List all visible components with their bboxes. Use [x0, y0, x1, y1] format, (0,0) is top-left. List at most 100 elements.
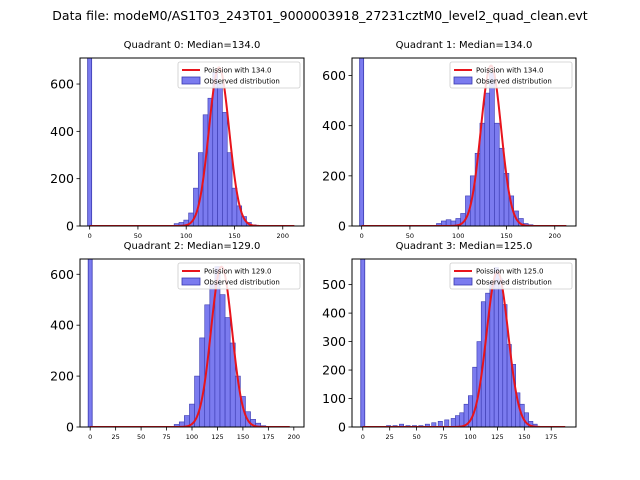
axes-frame [351, 57, 577, 227]
panel-title: Quadrant 3: Median=125.0 [396, 241, 533, 252]
legend: Poission with 134.0 Observed distribution [449, 61, 573, 89]
x-tick-label: 0 [361, 433, 365, 441]
histogram-bar [217, 83, 223, 226]
histogram-bar [455, 415, 460, 427]
x-tick-label: 50 [137, 433, 145, 441]
x-tick-label: 150 [228, 232, 240, 240]
histogram-bar [431, 422, 437, 427]
plot-area [360, 259, 566, 427]
histogram-bar [459, 412, 465, 427]
y-tick-label: 100 [322, 391, 346, 406]
legend: Poission with 129.0 Observed distribution [177, 262, 301, 290]
y-tick-label: 0 [66, 219, 74, 234]
y-tick-label: 400 [50, 318, 74, 333]
histogram-bar [222, 112, 228, 226]
plot-area [87, 58, 295, 226]
y-tick-label: 200 [322, 168, 346, 183]
x-tick-label: 125 [211, 433, 223, 441]
y-tick-label: 0 [66, 420, 74, 435]
y-tick-label: 600 [322, 68, 346, 83]
axes-frame [79, 57, 305, 227]
x-tick-label: 175 [262, 433, 274, 441]
y-tick-label: 500 [322, 277, 346, 292]
poisson-curve [90, 265, 290, 427]
y-tick-label: 600 [50, 267, 74, 282]
histogram-bar [472, 366, 478, 427]
histogram-bar [493, 267, 499, 427]
x-tick-label: 25 [111, 433, 119, 441]
histogram-bar [255, 422, 262, 427]
histogram-bar [444, 419, 450, 427]
panel-quadrant-2: Quadrant 2: Median=129.0 0 200 400 600 0 25 50 7… [50, 241, 305, 441]
legend-label-observed: Observed distribution [204, 279, 280, 287]
legend-box [177, 61, 301, 89]
legend-box [177, 262, 301, 290]
x-tick-label: 125 [491, 433, 503, 441]
x-tick-label: 50 [406, 232, 414, 240]
histogram-bar [219, 294, 226, 427]
histogram-bar-zero [360, 259, 366, 427]
y-tick-label: 400 [322, 306, 346, 321]
legend: Poission with 134.0 Observed distribution [177, 61, 301, 89]
x-tick-label: 0 [360, 232, 364, 240]
legend-label-poisson: Poission with 129.0 [204, 268, 272, 276]
x-tick-label: 50 [412, 433, 420, 441]
panels: Quadrant 0: Median=134.0 0 200 400 600 0 50 100… [50, 40, 577, 441]
x-tick-label: 100 [464, 433, 476, 441]
legend-box [449, 262, 573, 290]
x-tick-label: 50 [134, 232, 142, 240]
poisson-curve [362, 270, 566, 427]
legend-bar-swatch [453, 277, 473, 286]
legend-bar-swatch [181, 277, 201, 286]
panel-quadrant-3: Quadrant 3: Median=125.00100200300400500… [322, 241, 577, 441]
x-tick-label: 100 [452, 232, 464, 240]
y-tick-label: 200 [322, 363, 346, 378]
legend-box [449, 61, 573, 89]
histogram-bar [484, 92, 490, 226]
axes-frame [351, 258, 577, 428]
x-tick-label: 75 [439, 433, 447, 441]
histogram-bar-zero [87, 58, 93, 226]
panel-title: Quadrant 0: Median=134.0 [124, 40, 261, 51]
y-tick-label: 0 [338, 219, 346, 234]
x-tick-label: 100 [180, 232, 192, 240]
histogram-bar [226, 152, 233, 226]
x-tick-label: 25 [386, 433, 394, 441]
x-tick-label: 100 [186, 433, 198, 441]
legend-label-poisson: Poission with 134.0 [476, 67, 544, 75]
y-tick-label: 200 [50, 171, 74, 186]
legend-bar-swatch [181, 76, 201, 85]
x-tick-label: 0 [88, 232, 92, 240]
histogram-bar-zero [87, 259, 93, 427]
panel-title: Quadrant 2: Median=129.0 [124, 241, 261, 252]
histogram-bar [498, 278, 504, 427]
histogram-bar-zero [359, 58, 365, 226]
x-tick-label: 75 [162, 433, 170, 441]
legend-label-poisson: Poission with 134.0 [204, 67, 272, 75]
histogram-bar [399, 423, 404, 427]
panel-title: Quadrant 1: Median=134.0 [396, 40, 533, 51]
histogram-bar [450, 418, 456, 427]
histogram-bar [498, 147, 505, 226]
legend: Poission with 125.0 Observed distribution [449, 262, 573, 290]
y-tick-label: 200 [50, 369, 74, 384]
histogram-bar [424, 423, 430, 427]
x-tick-label: 0 [88, 433, 92, 441]
panel-quadrant-0: Quadrant 0: Median=134.0 0 200 400 600 0 50 100… [50, 40, 305, 240]
x-tick-label: 150 [237, 433, 249, 441]
x-tick-label: 150 [518, 433, 530, 441]
histogram-bar [494, 122, 500, 226]
y-tick-label: 600 [50, 77, 74, 92]
x-tick-label: 175 [545, 433, 557, 441]
x-tick-label: 200 [549, 232, 561, 240]
y-tick-label: 0 [338, 420, 346, 435]
x-tick-label: 200 [288, 433, 300, 441]
x-tick-label: 200 [277, 232, 289, 240]
y-tick-label: 400 [50, 124, 74, 139]
histogram-bar [224, 317, 231, 427]
x-tick-label: 150 [500, 232, 512, 240]
legend-label-poisson: Poission with 125.0 [476, 268, 544, 276]
y-tick-label: 300 [322, 334, 346, 349]
legend-bar-swatch [453, 76, 473, 85]
